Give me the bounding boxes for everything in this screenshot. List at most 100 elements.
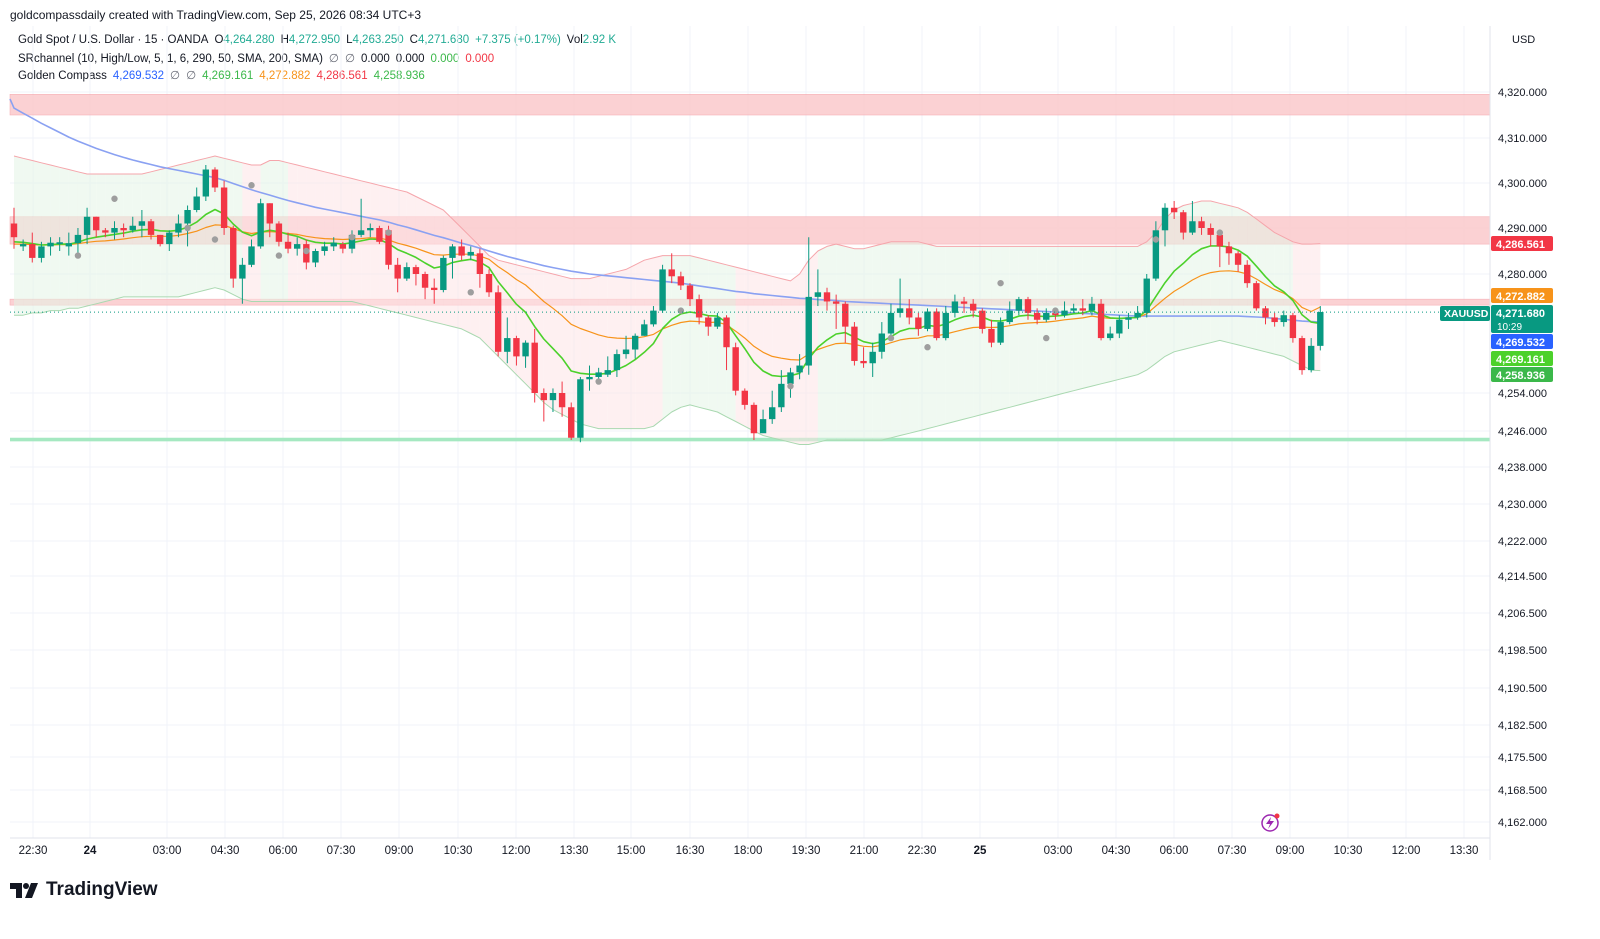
time-tick-label: 06:00 [1160, 845, 1189, 857]
band-fill [397, 189, 407, 316]
band-fill [452, 219, 462, 329]
golden-compass-value-3: 4,272.882 [259, 70, 311, 82]
candle-body [1079, 308, 1086, 311]
candle-body [1180, 212, 1187, 233]
candle-body [230, 228, 237, 279]
time-tick-label: 13:30 [560, 845, 589, 857]
signal-marker [1152, 236, 1160, 243]
candle-body [1134, 312, 1141, 318]
price-tick-label: 4,168.500 [1498, 785, 1547, 797]
candle-body [83, 216, 91, 235]
srchannel-legend[interactable]: SRchannel (10, High/Low, 5, 1, 6, 290, 5… [18, 51, 500, 65]
price-label-text: 4,258.936 [1496, 370, 1545, 382]
price-label-text: 4,272.882 [1496, 291, 1545, 303]
band-fill [160, 167, 170, 297]
time-tick-label: 06:00 [269, 845, 298, 857]
signal-marker [248, 182, 255, 189]
band-fill [945, 246, 955, 424]
signal-marker [467, 289, 474, 296]
candle-body [394, 264, 401, 279]
candle-body [577, 379, 584, 438]
candle-body [769, 407, 776, 420]
candle-body [1234, 253, 1242, 265]
time-tick-label: 04:30 [211, 845, 240, 857]
candle-body [1170, 207, 1178, 213]
band-fill [324, 171, 334, 302]
candle-body [741, 390, 748, 405]
symbol-tag-label: XAUUSD [1444, 308, 1489, 320]
high-value: 4,272.950 [288, 34, 341, 46]
candle-body [705, 317, 712, 327]
signal-marker [1216, 229, 1224, 236]
band-fill [954, 246, 965, 422]
band-fill [41, 162, 51, 313]
srchannel-name[interactable]: SRchannel (10, High/Low, 5, 1, 6, 290, 5… [18, 53, 323, 65]
candle-body [156, 234, 164, 245]
band-fill [836, 244, 846, 440]
time-tick-label: 10:30 [1334, 845, 1363, 857]
candle-body [979, 310, 986, 329]
candle-body [1198, 221, 1205, 228]
time-tick-label: 25 [974, 845, 987, 857]
chart-attribution: goldcompassdaily created with TradingVie… [10, 8, 422, 22]
band-fill [388, 187, 398, 313]
band-fill [425, 201, 435, 323]
golden-compass-legend[interactable]: Golden Compass 4,269.532 ∅ ∅ 4,269.161 4,272.… [18, 68, 431, 82]
low-label: L [346, 34, 353, 46]
price-tick-label: 4,222.000 [1498, 536, 1547, 548]
candle-body [631, 335, 639, 350]
band-fill [827, 244, 837, 440]
band-fill [626, 264, 636, 429]
golden-compass-null-2: ∅ [186, 70, 197, 82]
candle-body [695, 299, 703, 318]
low-value: 4,263.250 [352, 34, 404, 46]
tradingview-logo[interactable]: TradingView [10, 879, 158, 901]
price-tick-label: 4,206.500 [1498, 608, 1547, 620]
candle-body [10, 223, 18, 238]
price-tick-label: 4,175.500 [1498, 752, 1547, 764]
candle-body [275, 223, 283, 242]
band-fill [854, 248, 864, 440]
band-lower-line [14, 287, 1321, 445]
band-fill [288, 162, 298, 302]
candle-body [778, 383, 785, 408]
price-tick-label: 4,254.000 [1498, 388, 1547, 400]
symbol-legend[interactable]: Gold Spot / U.S. Dollar · 15 · OANDA O 4,2… [18, 34, 622, 46]
band-fill [87, 174, 97, 307]
band-fill [1192, 201, 1202, 348]
band-fill [315, 169, 325, 302]
price-tick-label: 4,162.000 [1498, 817, 1547, 829]
candle-body [494, 292, 502, 352]
band-fill [753, 271, 764, 436]
candle-body [906, 308, 913, 318]
band-fill [973, 246, 983, 417]
candle-body [458, 246, 465, 256]
tradingview-logo-icon [10, 881, 40, 899]
close-value: 4,271.680 [417, 34, 470, 46]
band-fill [306, 167, 316, 302]
band-fill [1274, 232, 1284, 357]
signal-marker [997, 279, 1004, 287]
candle-body [193, 196, 200, 210]
currency-label[interactable]: USD [1512, 34, 1536, 46]
symbol-name[interactable]: Gold Spot / U.S. Dollar · 15 · OANDA [18, 34, 209, 46]
golden-compass-name[interactable]: Golden Compass [18, 70, 107, 82]
candle-body [120, 228, 127, 231]
price-label-text: 4,269.532 [1496, 337, 1545, 349]
price-tick-label: 4,300.000 [1498, 178, 1547, 190]
open-label: O [214, 34, 224, 46]
signal-marker [275, 252, 283, 259]
candle-body [239, 264, 246, 279]
price-tick-label: 4,230.000 [1498, 499, 1547, 511]
candle-body [1061, 310, 1068, 316]
lightning-alert-icon[interactable] [1261, 813, 1280, 832]
candle-body [997, 322, 1004, 343]
band-fill [1000, 246, 1010, 410]
candle-body [284, 241, 292, 249]
resistance-zone [9, 94, 1491, 116]
candle-body [1298, 338, 1306, 371]
candle-body [960, 301, 968, 304]
price-tick-label: 4,182.500 [1498, 720, 1547, 732]
candle-body [339, 244, 347, 249]
